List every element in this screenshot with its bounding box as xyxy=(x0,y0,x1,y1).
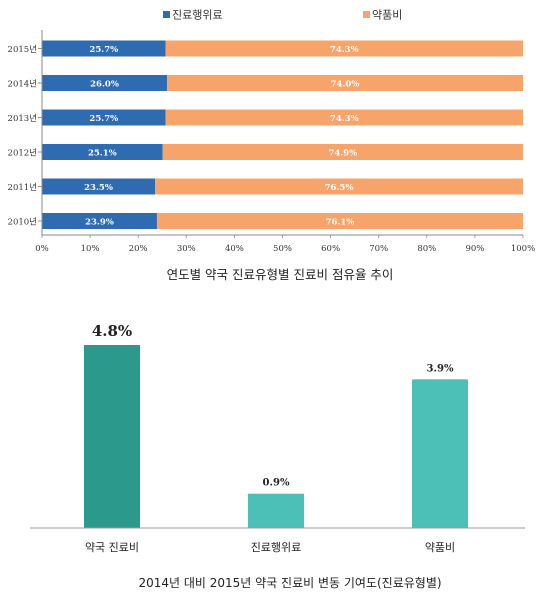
y-tick-label-5: 2011년 xyxy=(8,182,37,193)
x-tick-label-8: 70% xyxy=(369,244,388,254)
legend-label-2: 약품비 xyxy=(372,8,402,22)
x-tick-label-9: 80% xyxy=(417,244,436,254)
y-tick-label-2: 2014년 xyxy=(8,79,37,90)
x-tick-label-7: 60% xyxy=(321,244,340,254)
bar2-category-label-3: 약품비 xyxy=(425,540,455,554)
bar-2-row-6 xyxy=(156,213,524,229)
bar-2-row-4 xyxy=(162,144,523,160)
data-label-2-row-4: 74.9% xyxy=(328,149,357,159)
bar2-3 xyxy=(412,379,468,528)
bar-1-row-6 xyxy=(42,213,157,229)
bar-1-row-1 xyxy=(42,40,166,57)
y-tick-label-4: 2012년 xyxy=(8,148,37,159)
bar-1-row-3 xyxy=(42,109,166,126)
data-label-1-row-6: 23.9% xyxy=(85,218,114,228)
x-tick-label-4: 30% xyxy=(177,244,196,254)
x-tick-label-6: 50% xyxy=(273,244,292,254)
data-label-2-row-2: 74.0% xyxy=(331,80,360,90)
x-tick-label-10: 90% xyxy=(465,244,484,254)
bar-1-row-4 xyxy=(42,144,163,160)
y-tick-label-3: 2013년 xyxy=(8,113,37,124)
bar2-category-label-1: 약국 진료비 xyxy=(85,540,139,554)
bar-1-row-5 xyxy=(42,178,156,195)
bar-2-row-5 xyxy=(155,178,523,195)
bar-2-row-3 xyxy=(165,109,523,126)
y-tick-label-1: 2015년 xyxy=(8,44,37,55)
x-tick-label-11: 100% xyxy=(511,244,535,254)
bar2-value-label-1: 4.8% xyxy=(92,322,132,340)
bar2-category-label-2: 진료행위료 xyxy=(251,541,302,554)
bar-1-row-2 xyxy=(42,75,168,91)
bar2-2 xyxy=(248,493,304,528)
data-label-1-row-5: 23.5% xyxy=(84,183,113,193)
data-label-1-row-2: 26.0% xyxy=(90,80,119,90)
bar2-value-label-2: 0.9% xyxy=(263,478,290,489)
chart-2-title: 2014년 대비 2015년 약국 진료비 변동 기여도(진료유형별) xyxy=(138,575,441,590)
bar-2-row-2 xyxy=(167,75,523,91)
legend-swatch-1 xyxy=(163,11,170,18)
data-label-2-row-5: 76.5% xyxy=(325,183,354,193)
bar2-value-label-3: 3.9% xyxy=(427,363,454,374)
data-label-2-row-3: 74.3% xyxy=(330,114,359,124)
x-tick-label-3: 20% xyxy=(129,244,148,254)
x-tick-label-2: 10% xyxy=(81,244,100,254)
bar-2-row-1 xyxy=(165,40,523,57)
data-label-1-row-4: 25.1% xyxy=(88,149,117,159)
data-label-1-row-1: 25.7% xyxy=(89,45,118,55)
data-label-2-row-6: 76.1% xyxy=(326,218,355,228)
y-tick-label-6: 2010년 xyxy=(8,217,37,228)
x-tick-label-1: 0% xyxy=(35,244,49,254)
legend-swatch-2 xyxy=(363,11,370,18)
data-label-2-row-1: 74.3% xyxy=(330,45,359,55)
chart-1-title: 연도별 약국 진료유형별 진료비 점유율 추이 xyxy=(167,267,394,282)
data-label-1-row-3: 25.7% xyxy=(89,114,118,124)
legend-label-1: 진료행위료 xyxy=(172,9,223,22)
x-tick-label-5: 40% xyxy=(225,244,244,254)
bar2-1 xyxy=(84,345,140,528)
